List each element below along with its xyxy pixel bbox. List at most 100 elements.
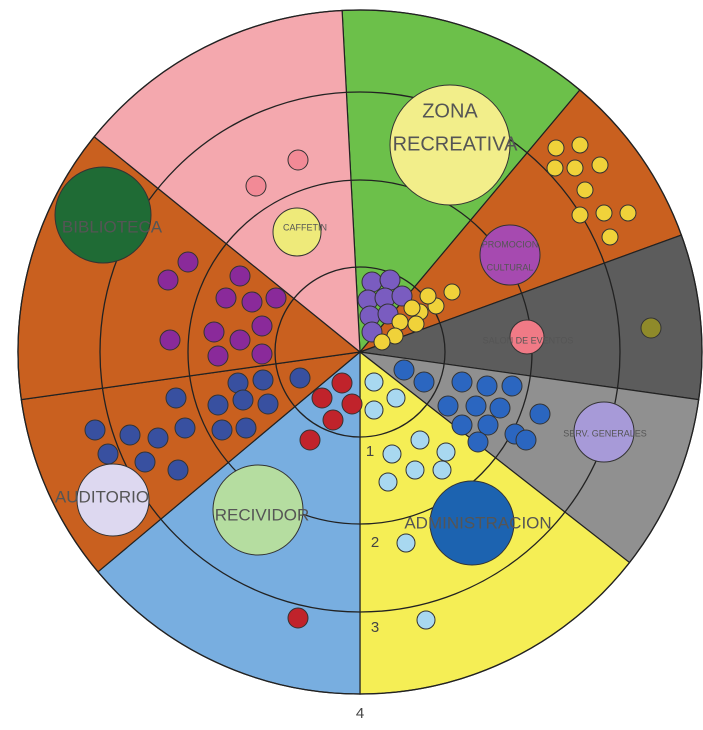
dot: [84, 419, 106, 441]
dot: [378, 472, 398, 492]
dot: [311, 387, 333, 409]
dot: [364, 400, 384, 420]
dot: [419, 287, 437, 305]
dot: [97, 443, 119, 465]
dot: [451, 371, 473, 393]
dot: [364, 372, 384, 392]
dot: [515, 429, 537, 451]
dot: [287, 149, 309, 171]
dot: [436, 442, 456, 462]
dot: [331, 372, 353, 394]
zone-label: AUDITORIO: [55, 487, 149, 506]
dot: [245, 175, 267, 197]
dot: [251, 343, 273, 365]
zone-label: CAFFETIN: [283, 222, 327, 232]
dot: [147, 427, 169, 449]
dot: [289, 367, 311, 389]
zone-circle: [389, 84, 511, 206]
zone-circle: [76, 463, 150, 537]
ring-number: 3: [371, 619, 379, 636]
zone-label: BIBLIOTECA: [62, 217, 163, 236]
dot: [241, 291, 263, 313]
dot: [489, 397, 511, 419]
dot: [413, 371, 435, 393]
dot: [203, 321, 225, 343]
dot: [235, 417, 257, 439]
zone-circle: [54, 166, 152, 264]
dot: [382, 444, 402, 464]
dot: [165, 387, 187, 409]
dot: [215, 287, 237, 309]
dot: [501, 375, 523, 397]
labels: ZONA RECREATIVA CAFFETIN BIBLIOTECA PROM…: [55, 100, 647, 722]
dot: [265, 287, 287, 309]
dot: [119, 424, 141, 446]
dot: [407, 315, 425, 333]
dot: [251, 315, 273, 337]
dot: [229, 329, 251, 351]
ring-number: 2: [371, 534, 379, 551]
dot: [361, 271, 383, 293]
zone-circle: [573, 401, 635, 463]
dot: [576, 181, 594, 199]
zone-label: RECREATIVA: [393, 133, 518, 155]
dot: [134, 451, 156, 473]
dot: [467, 431, 489, 453]
dot: [571, 206, 589, 224]
dot: [299, 429, 321, 451]
dot: [393, 359, 415, 381]
zone-label: PROMOCION: [482, 239, 539, 249]
dot: [257, 393, 279, 415]
dot: [571, 136, 589, 154]
sectors: [17, 9, 703, 695]
dot: [591, 156, 609, 174]
ring-line: [99, 91, 621, 613]
dot: [410, 430, 430, 450]
dot: [405, 460, 425, 480]
zone-label: CULTURAL: [487, 262, 534, 272]
dot: [566, 159, 584, 177]
dot: [619, 204, 637, 222]
ring-number: 1: [366, 443, 374, 460]
zone-circle: [479, 224, 541, 286]
zone-label: SALON DE EVENTOS: [483, 335, 574, 345]
dot: [396, 533, 416, 553]
zone-circle: [212, 464, 304, 556]
ring-line: [274, 266, 446, 438]
dot: [547, 139, 565, 157]
dot: [177, 251, 199, 273]
dot: [477, 414, 499, 436]
dot: [601, 228, 619, 246]
ring-number: 4: [356, 705, 364, 722]
dot: [207, 394, 229, 416]
zone-label: RECIVIDOR: [215, 505, 309, 524]
dot: [373, 333, 391, 351]
dot: [465, 395, 487, 417]
dot: [167, 459, 189, 481]
zone-circle: [640, 317, 662, 339]
dot: [174, 417, 196, 439]
dot: [322, 409, 344, 431]
dot: [476, 375, 498, 397]
dot: [386, 388, 406, 408]
dot: [207, 345, 229, 367]
dot: [403, 299, 421, 317]
zone-circle: [272, 207, 322, 257]
dot: [451, 414, 473, 436]
dot: [529, 403, 551, 425]
zone-label: SERV. GENERALES: [563, 428, 647, 438]
dot: [437, 395, 459, 417]
dot: [252, 369, 274, 391]
zone-circle: [429, 480, 515, 566]
dot: [232, 389, 254, 411]
dot: [595, 204, 613, 222]
dot: [211, 419, 233, 441]
dot: [157, 269, 179, 291]
dot: [416, 610, 436, 630]
zone-circles: [54, 84, 662, 566]
dot: [546, 159, 564, 177]
zone-label: ADMINISTRACION: [404, 513, 551, 532]
dot: [159, 329, 181, 351]
